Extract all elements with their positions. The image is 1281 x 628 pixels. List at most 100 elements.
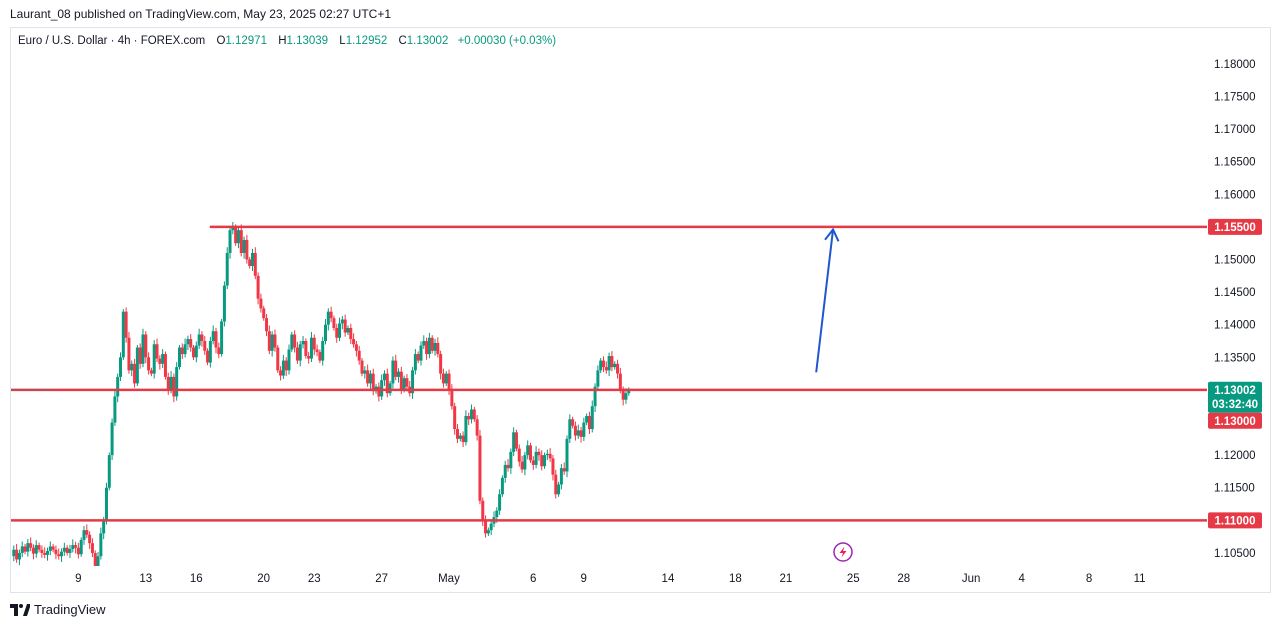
candle-body	[587, 416, 591, 430]
candle-body	[385, 373, 389, 394]
candle-body	[371, 373, 375, 392]
symbol-legend: Euro / U.S. Dollar · 4h · FOREX.com O1.1…	[18, 35, 556, 47]
candle-body	[304, 341, 308, 357]
candle-body	[135, 347, 139, 384]
symbol-title[interactable]: Euro / U.S. Dollar · 4h · FOREX.com	[18, 35, 206, 47]
candle-body	[554, 474, 558, 495]
candle-body	[458, 435, 462, 439]
lightning-event-icon	[833, 542, 853, 562]
open-value: 1.12971	[225, 35, 267, 47]
candle-body	[616, 363, 620, 374]
candle-body	[175, 367, 179, 397]
candle-body	[65, 547, 69, 553]
candle-body	[315, 349, 319, 353]
candle-body	[54, 549, 58, 555]
candle-body	[326, 311, 330, 325]
candle-body	[585, 416, 589, 423]
candle-body	[411, 370, 415, 394]
candle-body	[152, 344, 156, 374]
candle-body	[503, 464, 507, 478]
candle-body	[624, 393, 628, 400]
overlays: 1.15500 1.11000 1.13002 03:32:40 1.13000	[815, 218, 1262, 562]
y-tick-label: 1.16000	[1214, 189, 1256, 201]
candle-body	[472, 409, 476, 420]
candle-body	[26, 543, 30, 552]
candle-body	[405, 378, 409, 387]
candle-body	[551, 458, 555, 475]
candle-body	[51, 546, 55, 550]
candle-body	[194, 345, 198, 358]
candle-body	[309, 337, 313, 359]
candle-body	[352, 339, 356, 345]
x-tick-label: 14	[662, 573, 675, 585]
candle-body	[450, 389, 454, 407]
candle-body	[422, 341, 426, 346]
candle-body	[163, 354, 167, 377]
candle-body	[498, 494, 502, 511]
candle-body	[293, 334, 297, 348]
candle-body	[186, 339, 190, 345]
candle-body	[439, 354, 443, 374]
candle-body	[12, 549, 16, 557]
candle-body	[217, 347, 221, 355]
candle-body	[104, 487, 108, 521]
brand-name: TradingView	[34, 602, 106, 617]
candle-body	[419, 345, 423, 361]
candle-body	[281, 360, 285, 376]
tradingview-logo[interactable]: TradingView	[10, 602, 106, 617]
candle-body	[599, 360, 603, 371]
candle-body	[34, 545, 38, 554]
candle-body	[31, 547, 35, 554]
candle-body	[29, 543, 33, 548]
high-value: 1.13039	[286, 35, 329, 47]
candle-body	[571, 419, 575, 426]
candle-body	[301, 341, 305, 345]
candle-body	[222, 285, 226, 322]
price-tag-resistance	[1208, 218, 1262, 235]
candle-body	[475, 419, 479, 436]
x-tick-label: 9	[75, 573, 81, 585]
candle-body	[295, 347, 299, 361]
chart-frame[interactable]	[10, 27, 1271, 593]
candle-body	[20, 546, 24, 553]
candle-body	[270, 334, 274, 351]
candle-body	[15, 549, 19, 560]
candle-body	[562, 468, 566, 472]
candle-body	[236, 230, 240, 244]
candle-body	[107, 455, 111, 488]
candle-body	[57, 554, 61, 557]
candle-body	[88, 534, 92, 544]
candle-body	[613, 363, 617, 368]
x-tick-label: 25	[847, 573, 860, 585]
candle-body	[76, 547, 80, 555]
lightning-icon-bolt	[839, 546, 847, 558]
candle-body	[60, 551, 64, 557]
x-tick-label: Jun	[962, 573, 981, 585]
candle-body	[324, 324, 328, 342]
y-tick-label: 1.17000	[1214, 124, 1256, 136]
x-tick-label: 28	[897, 573, 910, 585]
candle-body	[183, 344, 187, 355]
candle-body	[248, 259, 252, 267]
candle-body	[262, 308, 266, 319]
candle-body	[430, 337, 434, 351]
candle-body	[523, 455, 527, 470]
candle-body	[596, 370, 600, 387]
candle-body	[478, 435, 482, 501]
candle-body	[200, 334, 204, 342]
candle-body	[147, 357, 151, 371]
candle-body	[514, 432, 518, 449]
candle-body	[121, 311, 125, 358]
candle-body	[68, 549, 72, 553]
candle-body	[177, 347, 181, 368]
candle-body	[74, 545, 78, 548]
candle-body	[220, 321, 224, 355]
candle-body	[130, 363, 134, 371]
candle-body	[391, 360, 395, 384]
candle-body	[366, 370, 370, 384]
candle-body	[329, 311, 333, 319]
candle-body	[453, 406, 457, 430]
candle-body	[158, 358, 162, 364]
y-tick-label: 1.14000	[1214, 320, 1256, 332]
